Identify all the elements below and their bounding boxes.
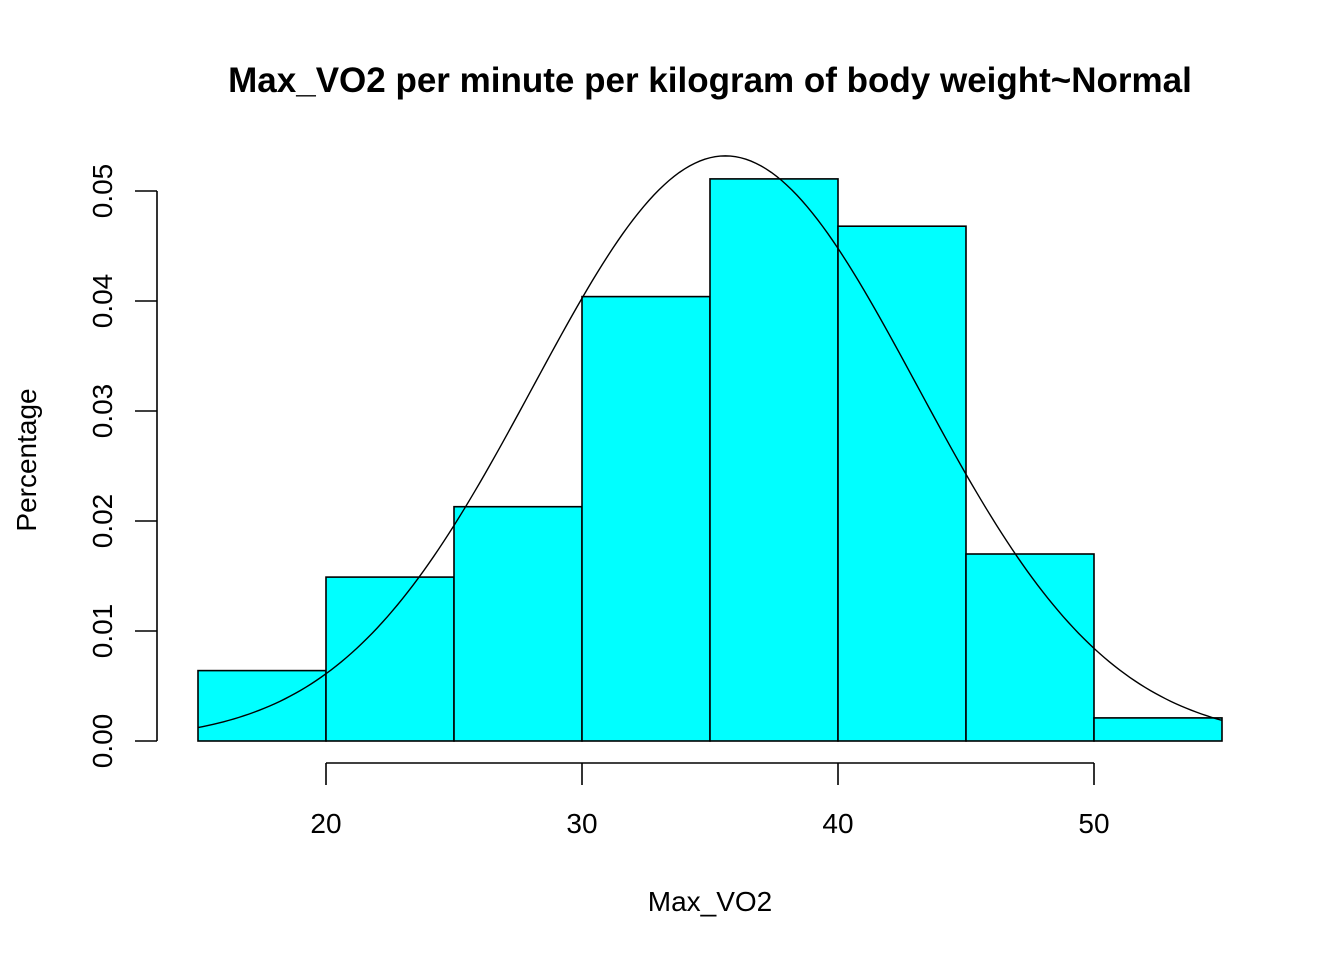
- histogram-bar: [1093, 717, 1223, 742]
- y-tick-label: 0.03: [87, 384, 118, 439]
- x-tick-label: 20: [310, 808, 341, 839]
- x-tick-label: 30: [566, 808, 597, 839]
- histogram-bars: [197, 178, 1223, 742]
- x-tick-label: 50: [1078, 808, 1109, 839]
- y-tick-label: 0.05: [87, 164, 118, 219]
- x-axis: 20 30 40 50: [310, 762, 1110, 839]
- x-tick-label: 40: [822, 808, 853, 839]
- y-tick-label: 0.02: [87, 494, 118, 549]
- normal-density-curve: [197, 155, 1223, 729]
- histogram-bar: [453, 505, 583, 742]
- histogram-bar: [709, 178, 839, 742]
- histogram-bar: [581, 295, 711, 742]
- y-tick-label: 0.00: [87, 714, 118, 769]
- chart-title: Max_VO2 per minute per kilogram of body …: [228, 61, 1192, 100]
- x-axis-title: Max_VO2: [648, 886, 773, 917]
- y-tick-label: 0.04: [87, 274, 118, 329]
- histogram-bar: [965, 553, 1095, 742]
- histogram-bar: [325, 576, 455, 742]
- y-tick-label: 0.01: [87, 604, 118, 659]
- histogram-bar: [197, 669, 327, 742]
- histogram-bar: [837, 225, 967, 742]
- y-axis-title: Percentage: [11, 388, 42, 531]
- y-axis: 0.00 0.01 0.02 0.03 0.04 0.05: [87, 164, 158, 769]
